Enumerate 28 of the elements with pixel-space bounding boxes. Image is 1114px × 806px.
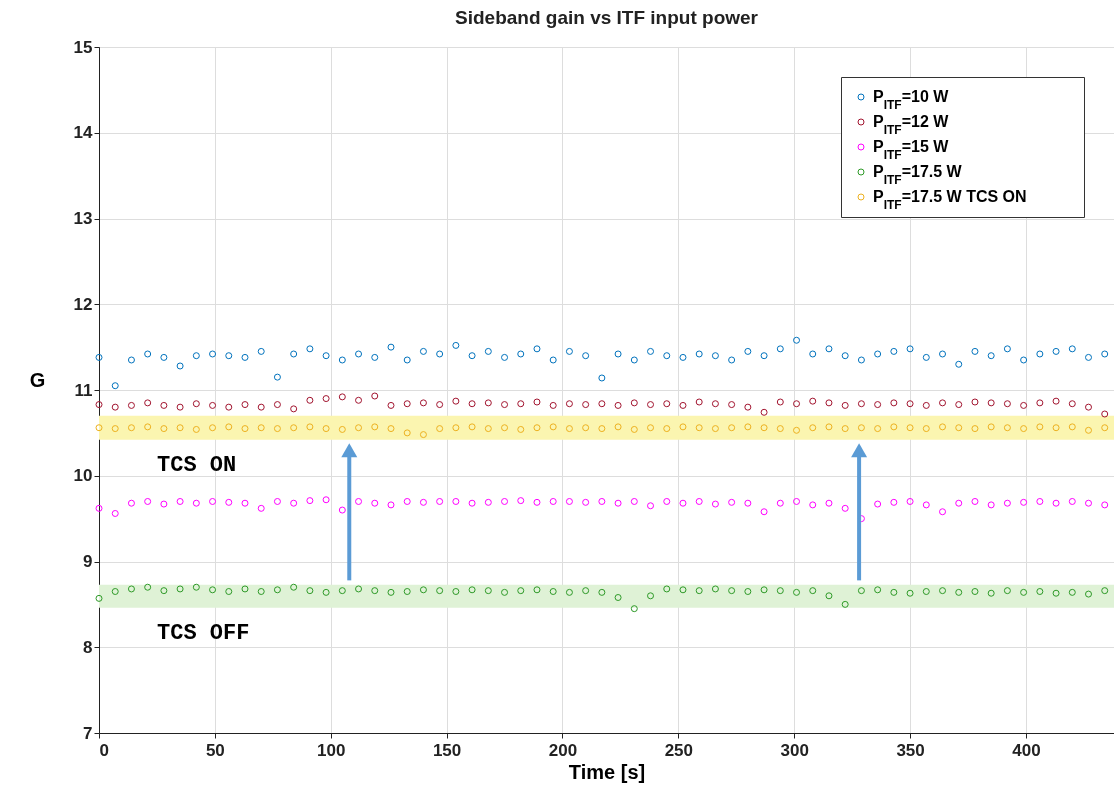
x-tick-label: 150 — [432, 740, 462, 760]
x-tick-label: 50 — [205, 740, 225, 760]
y-tick-label: 8 — [83, 637, 93, 657]
legend-label: P$_{ITF}$=15 W — [873, 138, 950, 162]
y-tick-label: 10 — [73, 466, 93, 486]
y-tick-label: 13 — [73, 209, 93, 228]
band-label: TCS OFF — [157, 620, 250, 646]
legend-label: P$_{ITF}$=12 W — [873, 113, 950, 137]
chart-title: Sideband gain vs ITF input power — [455, 7, 759, 28]
legend-label: P$_{ITF}$=17.5 W — [873, 163, 963, 187]
x-tick-label: 0 — [99, 740, 109, 760]
x-tick-label: 250 — [664, 740, 694, 760]
x-tick-label: 200 — [548, 740, 578, 760]
y-tick-label: 14 — [73, 123, 94, 143]
y-tick-label: 15 — [73, 37, 93, 57]
y-tick-label: 11 — [74, 380, 93, 400]
legend-label: P$_{ITF}$=10 W — [873, 88, 950, 112]
x-tick-label: 300 — [780, 740, 809, 760]
legend-label: P$_{ITF}$=17.5 W TCS ON — [873, 188, 1027, 212]
x-axis-title: Time [s] — [568, 760, 646, 783]
y-tick-label: 12 — [73, 294, 93, 314]
x-tick-label: 100 — [317, 740, 346, 760]
y-axis-title: G — [29, 368, 46, 391]
y-tick-label: 9 — [83, 552, 93, 571]
x-tick-label: 350 — [896, 740, 925, 760]
x-tick-label: 400 — [1012, 740, 1041, 760]
band-label: TCS ON — [157, 452, 237, 478]
y-tick-label: 7 — [83, 723, 93, 743]
